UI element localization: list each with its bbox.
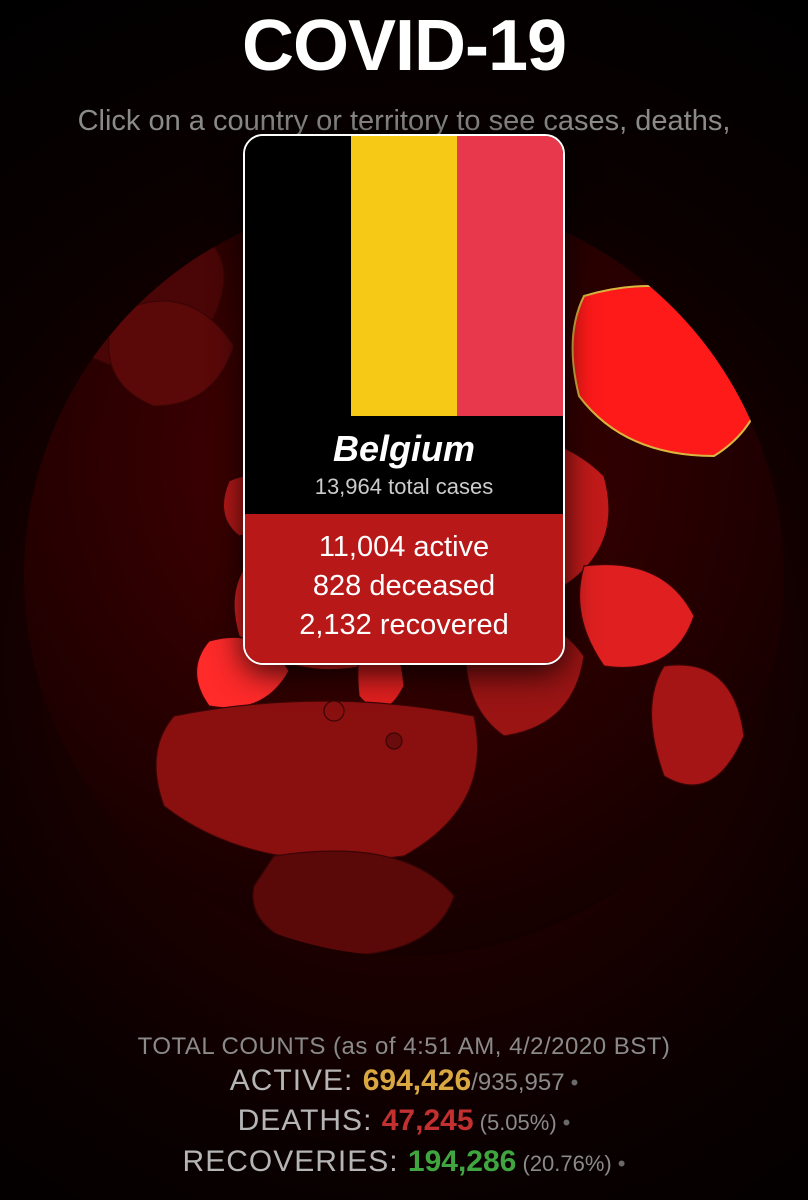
footer-active-total: /935,957 (471, 1069, 564, 1096)
footer-deaths-line: DEATHS: 47,245 (5.05%)• (0, 1101, 808, 1142)
footer-recoveries-value: 194,286 (408, 1145, 516, 1178)
footer-recoveries-pct: (20.76%) (516, 1151, 611, 1176)
flag-stripe-black (245, 136, 351, 416)
footer-dot-icon: • (571, 1070, 579, 1095)
footer-deaths-label: DEATHS: (238, 1104, 382, 1137)
footer-timestamp: TOTAL COUNTS (as of 4:51 AM, 4/2/2020 BS… (0, 1033, 808, 1061)
footer-deaths-pct: (5.05%) (474, 1110, 557, 1135)
country-name: Belgium (245, 416, 563, 470)
country-popup[interactable]: Belgium 13,964 total cases 11,004 active… (243, 134, 565, 665)
global-totals-footer: TOTAL COUNTS (as of 4:51 AM, 4/2/2020 BS… (0, 1033, 808, 1183)
flag-stripe-yellow (351, 136, 457, 416)
footer-dot-icon: • (618, 1151, 626, 1176)
stat-deceased: 828 deceased (255, 567, 553, 606)
footer-recoveries-label: RECOVERIES: (183, 1145, 408, 1178)
footer-dot-icon: • (563, 1110, 571, 1135)
footer-active-label: ACTIVE: (230, 1064, 363, 1097)
stat-active: 11,004 active (255, 528, 553, 567)
footer-active-value: 694,426 (363, 1064, 471, 1097)
flag-stripe-red (457, 136, 563, 416)
country-stats-block: 11,004 active 828 deceased 2,132 recover… (245, 514, 563, 663)
stat-recovered: 2,132 recovered (255, 606, 553, 645)
footer-deaths-value: 47,245 (382, 1104, 474, 1137)
country-flag (245, 136, 563, 416)
total-cases-label: 13,964 total cases (245, 470, 563, 514)
page-title: COVID-19 (0, 0, 808, 87)
footer-recoveries-line: RECOVERIES: 194,286 (20.76%) • (0, 1142, 808, 1183)
footer-active-line: ACTIVE: 694,426/935,957 • (0, 1061, 808, 1102)
